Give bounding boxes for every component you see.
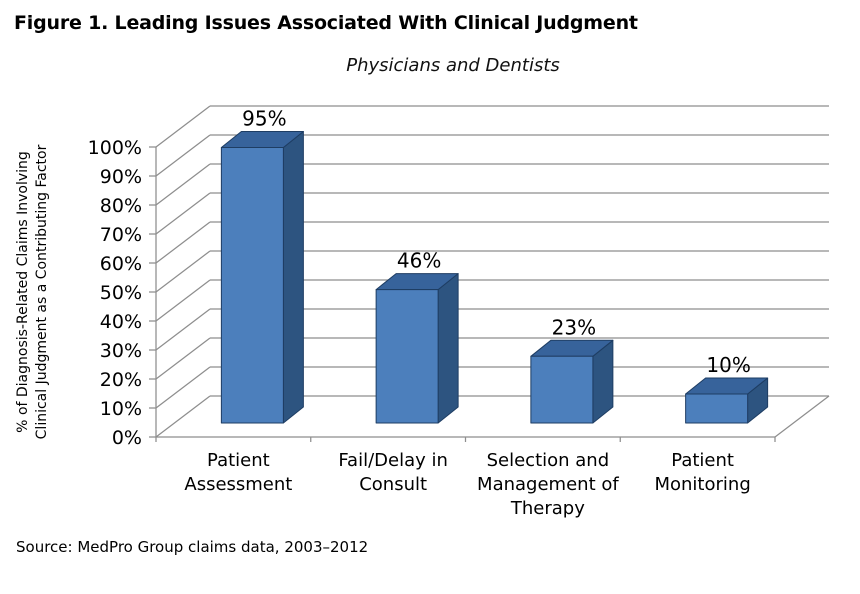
side-wall-gridline: [155, 395, 211, 438]
category-label: Management of: [477, 474, 619, 495]
category-label: Patient: [671, 450, 734, 471]
side-wall-gridline: [155, 337, 211, 380]
side-wall-gridline: [155, 163, 211, 206]
bar-front-face: [375, 289, 439, 424]
y-axis-title: % of Diagnosis-Related Claims Involving: [15, 151, 31, 433]
category-label: Fail/Delay in: [338, 450, 448, 471]
y-axis-tick-label: 80%: [100, 195, 142, 217]
bar-front-face: [530, 355, 594, 424]
floor-right-edge: [774, 395, 830, 438]
bar-value-label: 10%: [706, 353, 750, 377]
side-wall-gridline: [155, 250, 211, 293]
y-axis-tick-label: 60%: [100, 253, 142, 275]
category-label: Consult: [359, 474, 427, 495]
side-wall-gridline: [155, 308, 211, 351]
source-note: Source: MedPro Group claims data, 2003–2…: [16, 538, 369, 556]
bar-side-face: [437, 273, 459, 424]
category-label: Monitoring: [654, 474, 750, 495]
side-wall-gridline: [155, 134, 211, 177]
side-wall-gridline: [155, 192, 211, 235]
side-wall-gridline: [155, 105, 211, 148]
y-axis-tick-label: 10%: [100, 398, 142, 420]
y-axis-tick-label: 90%: [100, 166, 142, 188]
side-wall-gridline: [155, 279, 211, 322]
figure-title: Figure 1. Leading Issues Associated With…: [14, 12, 638, 34]
side-wall-gridline: [155, 221, 211, 264]
chart-subtitle: Physicians and Dentists: [346, 55, 560, 76]
y-axis-tick-label: 20%: [100, 369, 142, 391]
category-label: Assessment: [184, 474, 292, 495]
bar-front-face: [685, 393, 749, 424]
bar-value-label: 23%: [552, 315, 596, 339]
y-axis-title: Clinical Judgment as a Contributing Fact…: [34, 144, 50, 439]
bar-front-face: [220, 147, 284, 424]
y-axis-tick-label: 0%: [112, 427, 142, 449]
y-axis-tick-label: 50%: [100, 282, 142, 304]
bar-value-label: 46%: [397, 249, 441, 273]
category-label: Selection and: [487, 450, 610, 471]
bar-value-label: 95%: [242, 107, 286, 131]
side-wall-gridline: [155, 366, 211, 409]
category-label: Therapy: [510, 498, 585, 519]
y-axis-tick-label: 100%: [88, 137, 142, 159]
y-axis-tick-label: 30%: [100, 340, 142, 362]
category-label: Patient: [207, 450, 270, 471]
bar-side-face: [282, 131, 304, 424]
y-axis-tick-label: 70%: [100, 224, 142, 246]
y-axis-tick-label: 40%: [100, 311, 142, 333]
